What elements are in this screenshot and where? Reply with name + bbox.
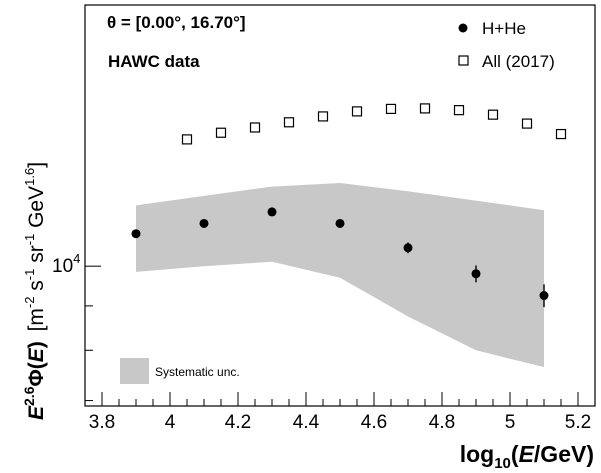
all-2017-point bbox=[181, 134, 193, 145]
x-tick-label: 4.6 bbox=[361, 412, 387, 433]
h-he-series bbox=[131, 207, 549, 308]
legend: H+He All (2017) bbox=[458, 19, 555, 71]
angle-annotation: θ = [0.00°, 16.70°] bbox=[107, 13, 246, 32]
all-2017-point bbox=[453, 105, 465, 116]
all-2017-series bbox=[181, 103, 567, 145]
legend-marker-h-he bbox=[458, 23, 468, 33]
h-he-point bbox=[471, 269, 481, 279]
svg-text:E2.6Φ(E) [m-2 s-1 sr-1 GeV1.6]: E2.6Φ(E) [m-2 s-1 sr-1 GeV1.6] bbox=[21, 162, 48, 420]
x-tick-label: 5.2 bbox=[565, 412, 591, 433]
x-axis-title: log10(E/GeV) bbox=[460, 441, 594, 472]
all-2017-point bbox=[385, 103, 397, 115]
all-2017-point bbox=[283, 117, 295, 128]
all-2017-point bbox=[317, 111, 329, 122]
experiment-annotation: HAWC data bbox=[108, 52, 200, 71]
systematic-legend-swatch bbox=[120, 358, 149, 384]
all-2017-point bbox=[419, 103, 431, 114]
systematic-band bbox=[136, 183, 544, 368]
legend-label-h-he: H+He bbox=[482, 19, 526, 38]
legend-marker-all-2017 bbox=[458, 55, 469, 66]
systematic-legend-label: Systematic unc. bbox=[155, 365, 240, 379]
h-he-point bbox=[403, 243, 413, 253]
systematic-legend: Systematic unc. bbox=[120, 358, 240, 384]
h-he-point bbox=[199, 218, 209, 228]
h-he-point bbox=[539, 291, 549, 301]
legend-label-all-2017: All (2017) bbox=[482, 52, 555, 71]
all-2017-point bbox=[555, 128, 567, 140]
all-2017-point bbox=[351, 106, 363, 117]
x-tick-label: 5 bbox=[505, 412, 516, 433]
h-he-point bbox=[335, 218, 345, 228]
x-tick-label: 3.8 bbox=[89, 412, 115, 433]
x-axis-ticks: 3.8 4 4.2 4.4 4.6 4.8 5 5.2 bbox=[84, 392, 596, 433]
systematic-band-layer bbox=[136, 183, 544, 368]
x-tick-label: 4.4 bbox=[293, 412, 320, 433]
x-tick-label: 4 bbox=[165, 412, 176, 433]
all-2017-point bbox=[521, 118, 533, 129]
h-he-point bbox=[267, 207, 277, 217]
h-he-point bbox=[131, 229, 141, 239]
all-2017-point bbox=[487, 109, 499, 120]
x-tick-label: 4.2 bbox=[225, 412, 251, 433]
x-tick-label: 4.8 bbox=[429, 412, 455, 433]
all-2017-point bbox=[215, 127, 227, 138]
y-axis-title: E2.6Φ(E) [m-2 s-1 sr-1 GeV1.6] bbox=[21, 162, 48, 420]
all-2017-point bbox=[249, 122, 261, 133]
y-tick-label: 104 bbox=[52, 251, 80, 277]
